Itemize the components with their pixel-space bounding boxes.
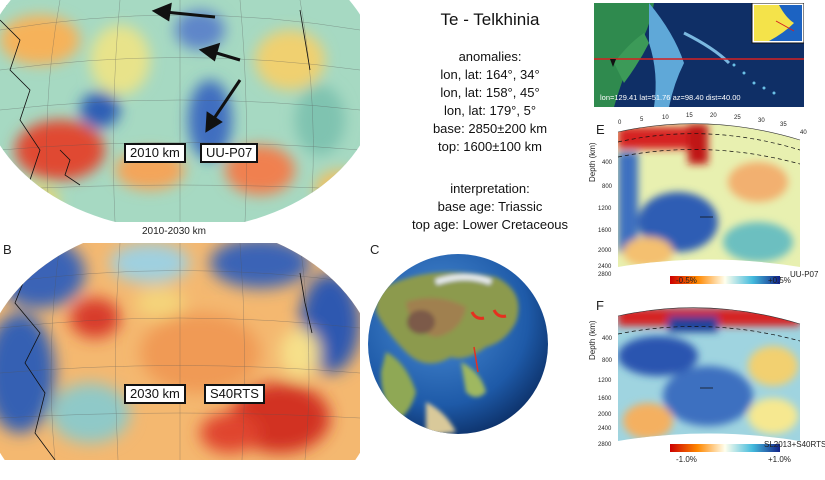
cross-section-e: 0 5 10 15 20 25 30 35 40 400 800 1200 16… <box>598 113 807 284</box>
f-tick-y-2000: 2000 <box>598 412 612 418</box>
panel-b-letter: B <box>3 242 12 257</box>
e-tick-y-400: 400 <box>602 160 613 166</box>
f-tick-y-800: 800 <box>602 358 613 364</box>
f-tick-y-2400: 2400 <box>598 426 612 432</box>
panel-e-letter: E <box>596 122 605 137</box>
panel-c-letter: C <box>370 242 380 257</box>
e-tick-y-2000: 2000 <box>598 248 612 254</box>
e-scale-min: -0.5% <box>676 276 697 285</box>
e-tick-x-15: 15 <box>686 113 693 119</box>
anomalies-heading: anomalies: <box>458 49 522 64</box>
f-ylabel: Depth (km) <box>588 320 597 360</box>
tomography-map-a-graphic <box>0 0 360 222</box>
f-tick-y-2800: 2800 <box>598 442 612 448</box>
e-scale-max: +0.5% <box>768 276 791 285</box>
model-label-b: S40RTS <box>204 384 265 404</box>
e-tick-x-5: 5 <box>640 117 644 123</box>
e-tick-y-1200: 1200 <box>598 206 612 212</box>
f-tick-y-1600: 1600 <box>598 396 612 402</box>
profile-parameters: lon=129.41 lat=51.76 az=98.40 dist=40.00 <box>600 93 741 102</box>
tomography-map-b-graphic <box>0 243 360 460</box>
paleogeographic-globe <box>368 254 548 434</box>
e-tick-x-0: 0 <box>618 120 622 126</box>
e-tick-x-10: 10 <box>662 115 669 121</box>
base-age: base age: Triassic <box>437 199 543 214</box>
interpretation-heading: interpretation: <box>450 181 530 196</box>
e-tick-y-2400: 2400 <box>598 264 612 270</box>
base-depth: base: 2850±200 km <box>432 121 548 136</box>
tomography-map-b <box>0 243 360 460</box>
depth-label-a: 2010 km <box>124 143 186 163</box>
f-tick-y-400: 400 <box>602 336 613 342</box>
cross-section-f: 400 800 1200 1600 2000 2400 2800 <box>598 307 801 452</box>
panel-f-letter: F <box>596 298 604 313</box>
e-tick-x-20: 20 <box>710 113 717 119</box>
f-model-name: SL2013+S40RTS <box>764 440 825 449</box>
e-model-name: UU-P07 <box>790 270 819 279</box>
top-depth: top: 1600±100 km <box>438 139 542 154</box>
anomalies-block: anomalies: lon, lat: 164°, 34° lon, lat:… <box>380 48 600 156</box>
depth-label-b: 2030 km <box>124 384 186 404</box>
f-scale-min: -1.0% <box>676 455 697 464</box>
e-tick-y-800: 800 <box>602 184 613 190</box>
anomaly-line-3: lon, lat: 179°, 5° <box>443 103 537 118</box>
e-tick-y-1600: 1600 <box>598 228 612 234</box>
e-tick-x-35: 35 <box>780 122 787 128</box>
e-color-scale <box>670 276 780 284</box>
page-title: Te - Telkhinia <box>440 10 540 29</box>
e-tick-y-2800: 2800 <box>598 272 612 278</box>
e-ylabel: Depth (km) <box>588 142 597 182</box>
interpretation-block: interpretation: base age: Triassic top a… <box>380 180 600 234</box>
anomaly-line-2: lon, lat: 158°, 45° <box>440 85 540 100</box>
model-label-a: UU-P07 <box>200 143 259 163</box>
anomaly-line-1: lon, lat: 164°, 34° <box>440 67 540 82</box>
e-tick-x-25: 25 <box>734 115 741 121</box>
f-color-scale <box>670 444 780 452</box>
f-tick-y-1200: 1200 <box>598 378 612 384</box>
tomography-map-a <box>0 0 360 222</box>
e-tick-x-30: 30 <box>758 118 765 124</box>
e-tick-x-40: 40 <box>800 130 807 136</box>
profile-location-map <box>594 3 804 107</box>
top-age: top age: Lower Cretaceous <box>411 217 569 232</box>
f-scale-max: +1.0% <box>768 455 791 464</box>
depth-range-caption: 2010-2030 km <box>142 226 206 237</box>
